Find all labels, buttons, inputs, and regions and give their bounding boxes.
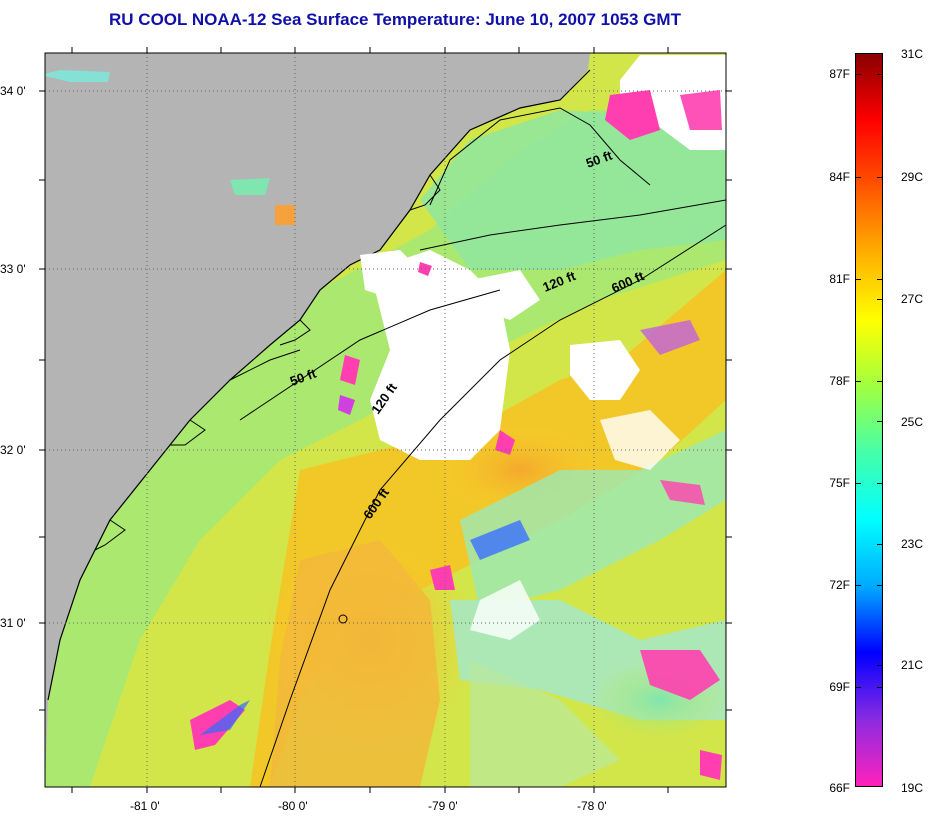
- lon-label-78: -78 0': [577, 799, 607, 813]
- temperature-colorbar: [855, 53, 883, 787]
- cool-north: [420, 110, 726, 270]
- lat-label-31: 31 0': [0, 616, 26, 630]
- cloud-patch-2: [570, 340, 640, 400]
- lon-label-80: -80 0': [278, 799, 308, 813]
- colorbar-f-78: 78F: [829, 374, 850, 388]
- colorbar-c-29: 29C: [901, 170, 924, 184]
- axis-ticks: [39, 47, 732, 793]
- lat-label-33: 33 0': [0, 262, 26, 276]
- contour-50ft-south: [229, 349, 301, 381]
- cloud-patch-1: [370, 250, 510, 460]
- warm-south: [270, 540, 440, 787]
- cloud-patch-3: [360, 250, 420, 300]
- contour-120ft-north: [419, 199, 727, 251]
- map-frame: [44, 52, 727, 788]
- colorbar-f-81: 81F: [829, 272, 850, 286]
- contour-600ft: [259, 224, 727, 788]
- colorbar-c-27: 27C: [901, 292, 924, 306]
- graticule: [45, 53, 726, 787]
- colorbar-c-19: 19C: [901, 781, 924, 795]
- coastline: [47, 69, 591, 701]
- cool-filament-3: [470, 660, 620, 787]
- colorbar-c-23: 23C: [901, 537, 924, 551]
- colorbar-f-66: 66F: [829, 781, 850, 795]
- lat-label-32: 32 0': [0, 443, 26, 457]
- contour-50ft-north: [429, 107, 651, 206]
- colorbar-c-25: 25C: [901, 415, 924, 429]
- colorbar-f-75: 75F: [829, 476, 850, 490]
- cloud-patch-4: [470, 270, 540, 320]
- lat-label-34: 34 0': [0, 84, 26, 98]
- colorbar-f-69: 69F: [829, 680, 850, 694]
- colorbar-f-87: 87F: [829, 67, 850, 81]
- colorbar-f-84: 84F: [829, 170, 850, 184]
- colorbar-f-72: 72F: [829, 578, 850, 592]
- map-raster: [45, 53, 726, 787]
- cold-spot-ne: [605, 90, 660, 140]
- contour-120ft-south: [239, 289, 501, 421]
- colorbar-c-21: 21C: [901, 658, 924, 672]
- lon-label-79: -79 0': [428, 799, 458, 813]
- land-mass: [45, 53, 590, 787]
- shelf-band: [45, 110, 726, 787]
- cool-filament-1: [460, 430, 726, 610]
- colorbar-c-31: 31C: [901, 47, 924, 61]
- lon-label-81: -81 0': [130, 799, 160, 813]
- map-title: RU COOL NOAA-12 Sea Surface Temperature:…: [109, 10, 681, 29]
- depth-contours: [229, 107, 727, 788]
